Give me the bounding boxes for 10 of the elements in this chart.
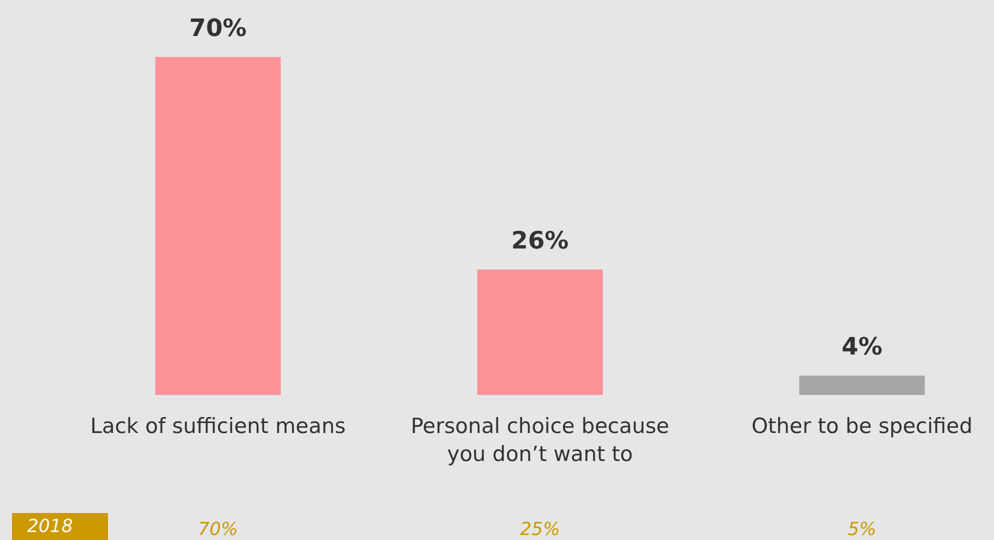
data-label: 70% [189,14,247,42]
x-tick-label: Other to be specified [751,414,973,438]
text: 2018 [27,516,73,537]
data-label: 4% [842,332,882,361]
data-label: 26% [511,226,569,254]
text: 5% [848,519,876,540]
x-tick-label: Lack of sufficient means [90,414,346,438]
x-tick-label: Personal choice because you don’t want to [410,414,670,466]
text: 70% [198,519,238,540]
text: 25% [520,519,560,540]
